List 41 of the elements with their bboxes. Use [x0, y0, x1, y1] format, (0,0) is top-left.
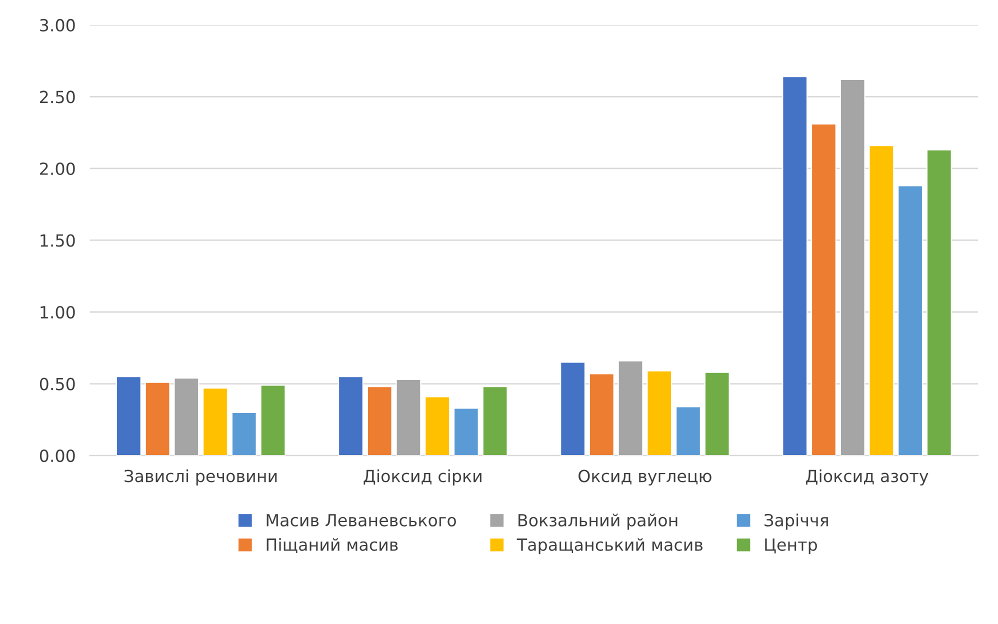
x-tick-label: Діоксид азоту [806, 469, 928, 486]
bar [338, 376, 364, 456]
bar [174, 377, 200, 456]
bar [782, 76, 808, 456]
bar [453, 408, 479, 456]
bar [646, 370, 672, 456]
y-tick-label: 3.00 [40, 18, 75, 32]
y-tick-label: 1.00 [40, 306, 75, 319]
bar [560, 362, 586, 456]
legend-label: Масив Леваневського [266, 514, 456, 526]
legend-label: Заріччя [764, 514, 828, 530]
y-tick-label: 0.00 [40, 449, 75, 462]
bar [482, 386, 508, 456]
bar [588, 373, 614, 456]
bar [396, 378, 422, 456]
bar [926, 149, 952, 456]
y-tick-label: 2.50 [40, 90, 75, 104]
bar [231, 412, 257, 456]
bar [898, 185, 924, 456]
bar [202, 388, 228, 456]
bar [840, 78, 866, 456]
bar [260, 384, 286, 456]
bar [810, 123, 836, 456]
legend-label: Вокзальний район [518, 514, 678, 530]
x-tick-label: Діоксид сірки [364, 469, 482, 486]
bar [675, 406, 702, 456]
bar [366, 386, 392, 456]
legend-label: Таращанський масив [516, 538, 703, 554]
bar [424, 396, 450, 456]
legend-label: Піщаний масив [266, 538, 398, 554]
x-tick-label: Оксид вуглецю [578, 470, 712, 486]
bar [618, 360, 644, 456]
y-tick-label: 0.50 [40, 378, 75, 390]
bar [116, 376, 142, 456]
x-tick-label: Завислі речовини [124, 469, 277, 486]
bar [704, 372, 730, 456]
y-tick-label: 2.00 [40, 162, 75, 176]
y-tick-label: 1.50 [40, 234, 75, 247]
bar [144, 382, 170, 456]
legend-label: Центр [765, 538, 817, 554]
bar [868, 144, 894, 456]
